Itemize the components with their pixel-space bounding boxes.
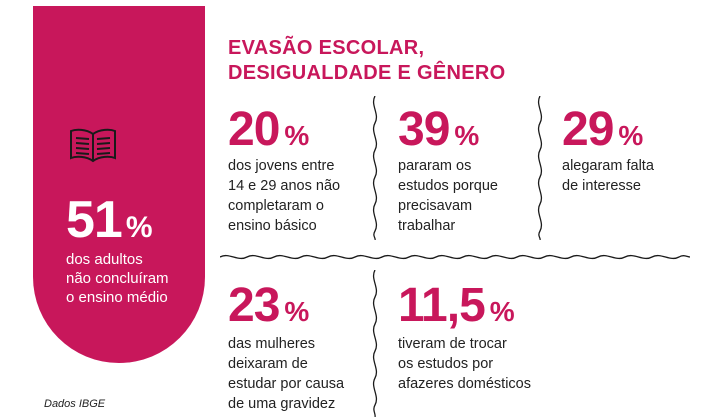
highlight-unit: % (125, 211, 153, 244)
stat-description: alegaram falta de interesse (562, 156, 654, 196)
stat-number: 29 (562, 103, 614, 156)
stat-line: 14 e 29 anos não (228, 178, 341, 194)
stat-value: 23% (228, 282, 309, 330)
title-line: EVASÃO ESCOLAR, (228, 37, 425, 59)
stat-number: 39 (398, 103, 450, 156)
highlight-panel (33, 6, 205, 363)
stat-line: afazeres domésticos (398, 376, 531, 392)
stat-description: dos jovens entre 14 e 29 anos não comple… (228, 156, 340, 236)
wavy-divider (372, 270, 378, 417)
stat-number: 11,5 (398, 279, 486, 332)
stat-line: precisavam (398, 198, 473, 214)
highlight-line: dos adultos (66, 251, 143, 268)
stat-unit: % (284, 296, 310, 327)
highlight-description: dos adultos não concluíram o ensino médi… (66, 250, 196, 307)
stat-line: estudos porque (398, 178, 498, 194)
stat-line: de interesse (562, 178, 641, 194)
stat-value: 20% (228, 106, 309, 154)
page-title: EVASÃO ESCOLAR, DESIGUALDADE E GÊNERO (228, 36, 505, 86)
wavy-divider (537, 96, 543, 240)
stat-unit: % (618, 120, 644, 151)
stat-line: dos jovens entre (228, 158, 335, 174)
stat-unit: % (284, 120, 310, 151)
stat-line: os estudos por (398, 356, 494, 372)
title-line: DESIGUALDADE E GÊNERO (228, 62, 506, 84)
source-note: Dados IBGE (44, 398, 106, 410)
stat-description: tiveram de trocar os estudos por afazere… (398, 334, 531, 394)
stat-description: das mulheres deixaram de estudar por cau… (228, 334, 344, 414)
stat-line: deixaram de (228, 356, 308, 372)
stat-line: alegaram falta (562, 158, 654, 174)
wavy-divider (372, 96, 378, 240)
book-icon (70, 128, 116, 163)
stat-line: tiveram de trocar (398, 336, 507, 352)
stat-line: das mulheres (228, 336, 316, 352)
stat-line: de uma gravidez (228, 396, 336, 412)
stat-line: pararam os (398, 158, 472, 174)
stat-number: 20 (228, 103, 280, 156)
highlight-value: 51 (66, 191, 123, 249)
stat-line: estudar por causa (228, 376, 345, 392)
stat-value: 29% (562, 106, 643, 154)
stat-unit: % (454, 120, 480, 151)
stat-description: pararam os estudos porque precisavam tra… (398, 156, 498, 236)
stat-unit: % (489, 296, 515, 327)
highlight-line: não concluíram (66, 270, 169, 287)
highlight-line: o ensino médio (66, 289, 168, 306)
wavy-divider-horizontal (220, 254, 690, 260)
stat-line: trabalhar (398, 218, 456, 234)
stat-line: completaram o (228, 198, 324, 214)
stat-line: ensino básico (228, 218, 317, 234)
highlight-stat: 51% (66, 191, 153, 254)
stat-number: 23 (228, 279, 280, 332)
stat-value: 39% (398, 106, 479, 154)
stat-value: 11,5% (398, 282, 515, 330)
